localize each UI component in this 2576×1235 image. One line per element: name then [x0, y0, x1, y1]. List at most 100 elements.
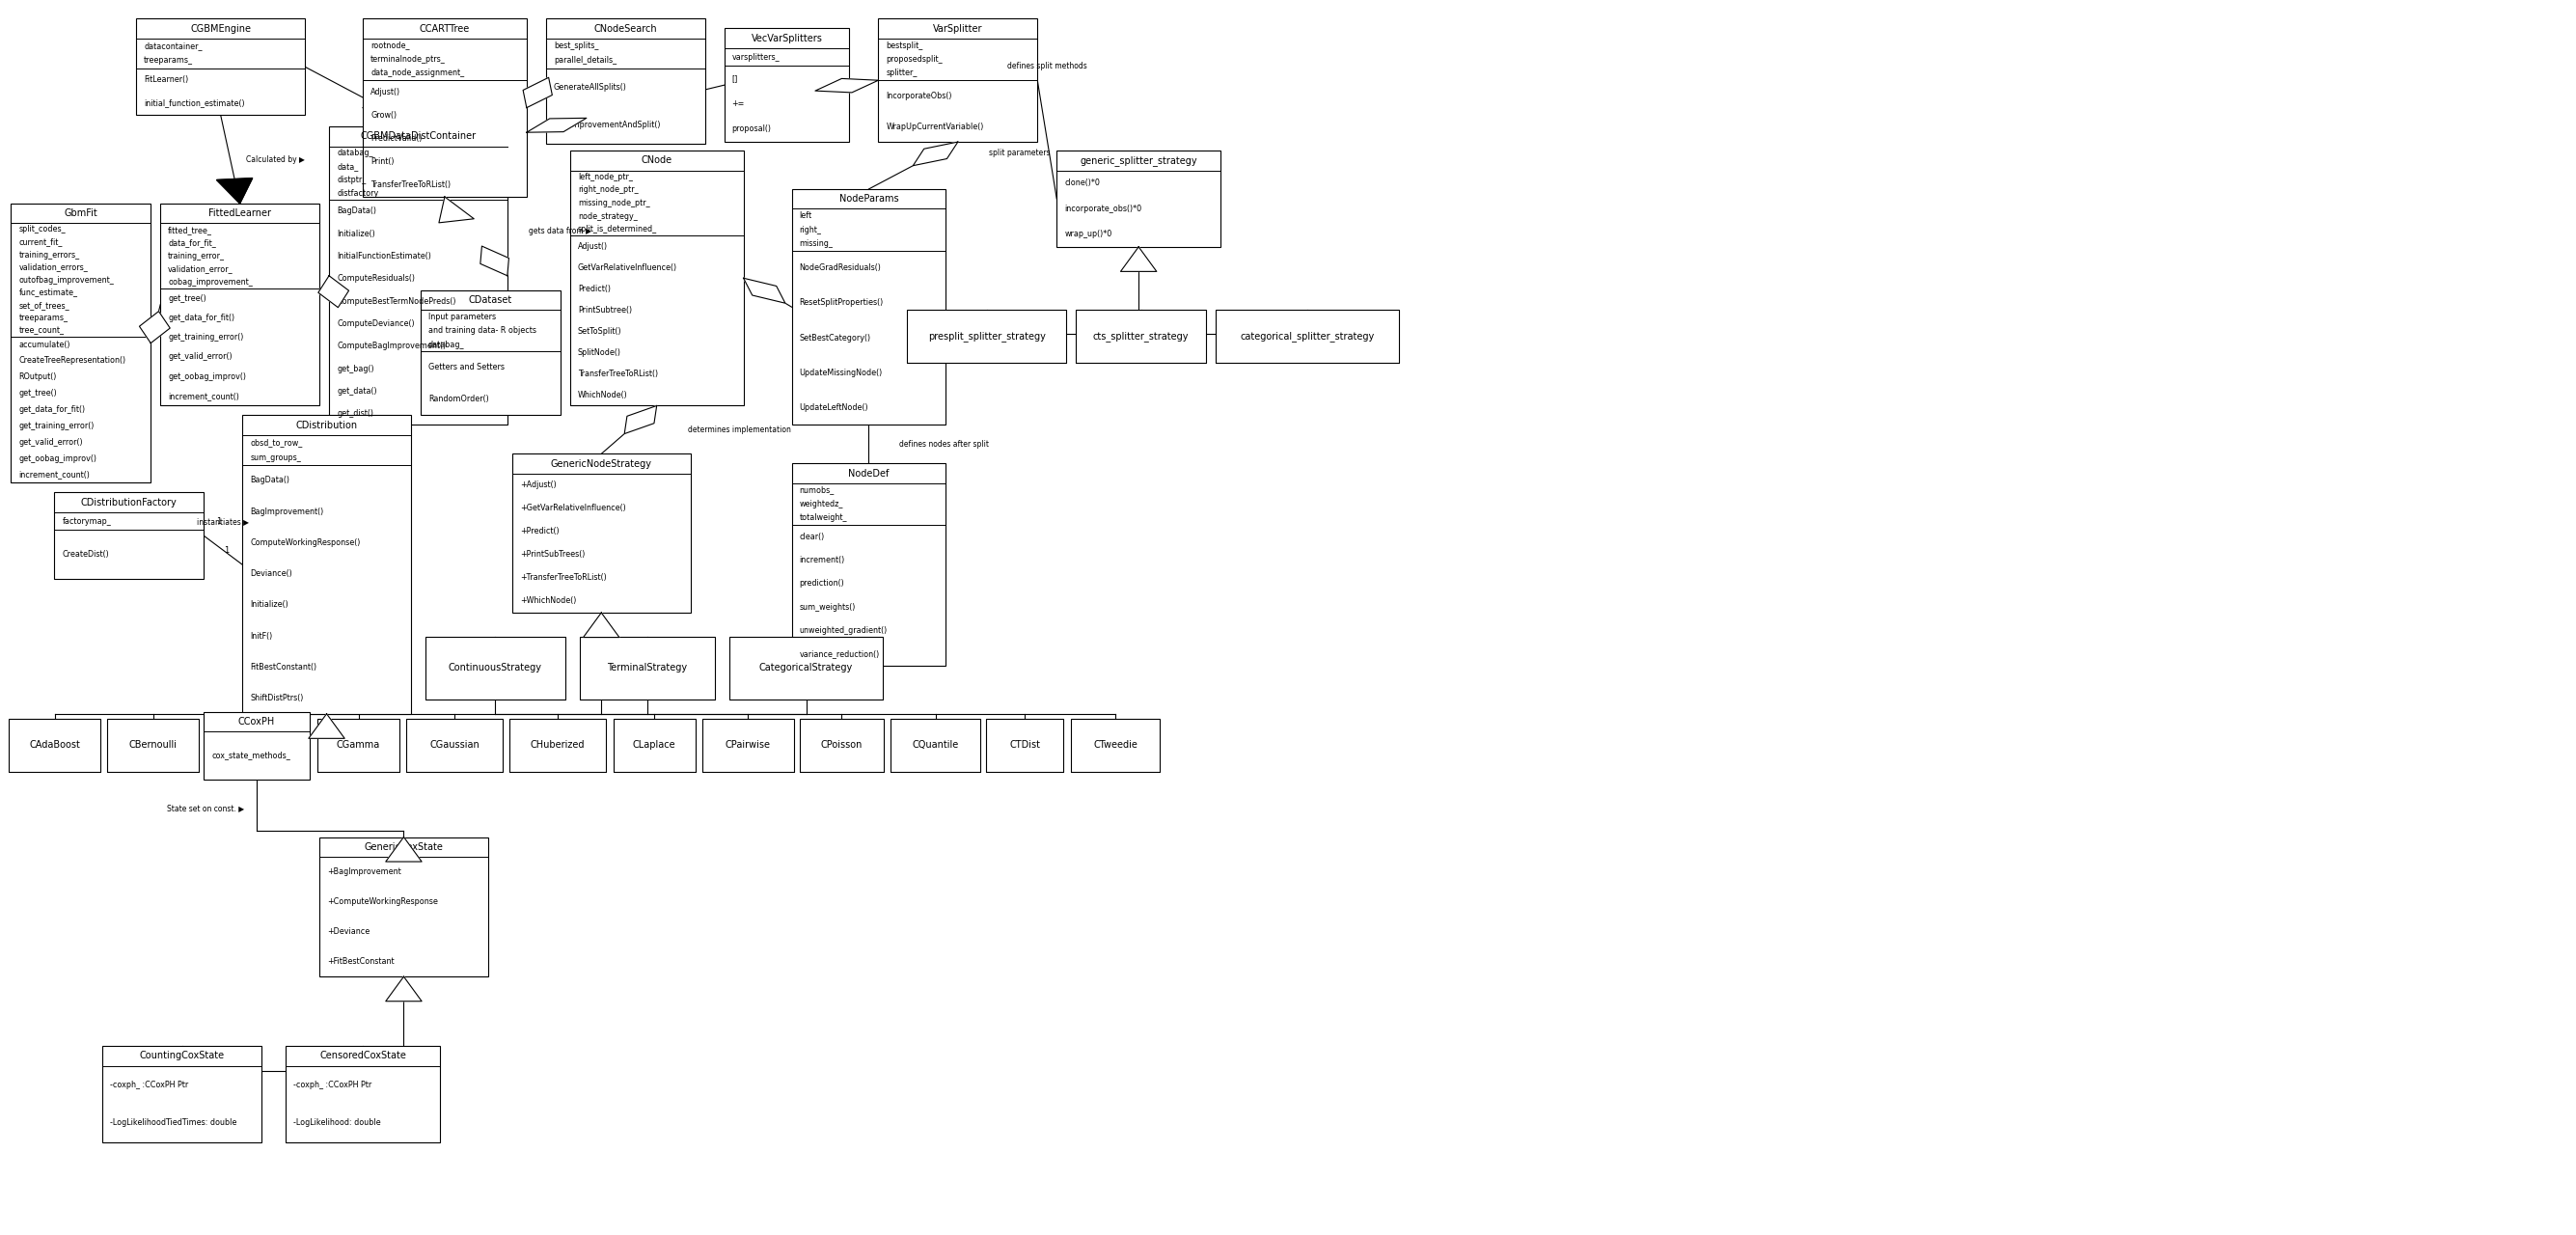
Text: CQuantile: CQuantile: [912, 740, 958, 750]
Text: -coxph_ :CCoxPH Ptr: -coxph_ :CCoxPH Ptr: [111, 1081, 188, 1089]
Text: determines implementation: determines implementation: [688, 425, 791, 435]
Text: UpdateMissingNode(): UpdateMissingNode(): [799, 368, 884, 377]
Text: Initialize(): Initialize(): [250, 600, 289, 609]
Text: CCoxPH: CCoxPH: [240, 716, 276, 726]
Text: Deviance(): Deviance(): [250, 569, 291, 578]
Text: gets data from ▶: gets data from ▶: [528, 227, 592, 236]
Text: outofbag_improvement_: outofbag_improvement_: [18, 275, 113, 284]
Text: FitBestConstant(): FitBestConstant(): [250, 663, 317, 672]
Text: clone()*0: clone()*0: [1064, 179, 1100, 188]
Polygon shape: [623, 405, 657, 433]
Text: missing_: missing_: [799, 240, 832, 248]
Text: Input parameters: Input parameters: [428, 312, 497, 321]
Text: unweighted_gradient(): unweighted_gradient(): [799, 626, 886, 635]
Polygon shape: [386, 977, 422, 1002]
Polygon shape: [479, 246, 510, 275]
Text: +WhichNode(): +WhichNode(): [520, 597, 577, 605]
Text: CDistributionFactory: CDistributionFactory: [80, 498, 178, 508]
Text: databag_: databag_: [428, 341, 464, 350]
Text: func_estimate_: func_estimate_: [18, 288, 77, 296]
Bar: [513, 453, 690, 613]
Text: Print(): Print(): [371, 157, 394, 167]
Text: GenericCoxState: GenericCoxState: [363, 842, 443, 852]
Bar: [791, 189, 945, 425]
Text: rootnode_: rootnode_: [371, 41, 410, 49]
Text: sum_weights(): sum_weights(): [799, 603, 855, 611]
Text: proposal(): proposal(): [732, 125, 770, 133]
Text: obsd_to_row_: obsd_to_row_: [250, 438, 301, 447]
Polygon shape: [309, 714, 345, 739]
Text: get_tree(): get_tree(): [18, 389, 57, 398]
Text: instantiates ▶: instantiates ▶: [196, 517, 250, 526]
Text: CNode: CNode: [641, 156, 672, 165]
Text: get_training_error(): get_training_error(): [18, 421, 95, 430]
Text: CreateTreeRepresentation(): CreateTreeRepresentation(): [18, 357, 126, 366]
Bar: [613, 719, 696, 772]
Text: distptr_: distptr_: [337, 175, 366, 184]
Text: CDataset: CDataset: [469, 295, 513, 305]
Text: oobag_improvement_: oobag_improvement_: [167, 278, 252, 287]
Text: -coxph_ :CCoxPH Ptr: -coxph_ :CCoxPH Ptr: [294, 1081, 371, 1089]
Text: splitter_: splitter_: [886, 69, 917, 78]
Text: ContinuousStrategy: ContinuousStrategy: [448, 663, 541, 673]
Bar: [724, 28, 850, 142]
Bar: [10, 204, 152, 483]
Text: CBernoulli: CBernoulli: [129, 740, 178, 750]
Text: databag_: databag_: [337, 148, 374, 157]
Bar: [580, 637, 714, 699]
Text: ComputeBagImprovement(): ComputeBagImprovement(): [337, 342, 446, 351]
Text: VecVarSplitters: VecVarSplitters: [752, 33, 822, 43]
Bar: [407, 719, 502, 772]
Text: BagData(): BagData(): [337, 206, 376, 215]
Text: treeparams_: treeparams_: [18, 314, 67, 322]
Text: +Deviance: +Deviance: [327, 927, 371, 936]
Text: increment_count(): increment_count(): [18, 471, 90, 479]
Bar: [1056, 151, 1221, 247]
Text: get_data_for_fit(): get_data_for_fit(): [167, 314, 234, 322]
Text: CGaussian: CGaussian: [430, 740, 479, 750]
Bar: [330, 126, 507, 425]
Text: left_node_ptr_: left_node_ptr_: [577, 173, 634, 182]
Bar: [546, 19, 706, 143]
Text: SetBestCategory(): SetBestCategory(): [799, 333, 871, 342]
Bar: [510, 719, 605, 772]
Bar: [791, 463, 945, 666]
Text: Grow(): Grow(): [371, 111, 397, 120]
Text: CNodeSearch: CNodeSearch: [592, 23, 657, 33]
Text: []: []: [732, 74, 739, 83]
Bar: [891, 719, 981, 772]
Text: GbmFit: GbmFit: [64, 209, 98, 219]
Text: +Predict(): +Predict(): [520, 527, 559, 536]
Text: datacontainer_: datacontainer_: [144, 42, 204, 51]
Text: proposedsplit_: proposedsplit_: [886, 54, 943, 64]
Text: get_data(): get_data(): [337, 387, 376, 395]
Text: defines nodes after split: defines nodes after split: [899, 440, 989, 448]
Bar: [286, 1046, 440, 1142]
Text: CGBMDataDistContainer: CGBMDataDistContainer: [361, 132, 477, 141]
Text: numobs_: numobs_: [799, 485, 835, 494]
Text: sum_groups_: sum_groups_: [250, 453, 301, 462]
Text: get_data_for_fit(): get_data_for_fit(): [18, 405, 85, 414]
Text: RandomOrder(): RandomOrder(): [428, 395, 489, 404]
Text: +PrintSubTrees(): +PrintSubTrees(): [520, 551, 585, 559]
Bar: [1077, 310, 1206, 362]
Text: data_: data_: [337, 162, 358, 170]
Text: NodeGradResiduals(): NodeGradResiduals(): [799, 263, 881, 273]
Text: validation_errors_: validation_errors_: [18, 263, 88, 272]
Text: bestsplit_: bestsplit_: [886, 41, 922, 49]
Polygon shape: [386, 837, 422, 862]
Text: presplit_splitter_strategy: presplit_splitter_strategy: [927, 331, 1046, 341]
Text: IncorporateObs(): IncorporateObs(): [886, 91, 953, 100]
Bar: [10, 719, 100, 772]
Text: CDistribution: CDistribution: [296, 420, 358, 430]
Text: Adjust(): Adjust(): [371, 88, 399, 96]
Text: +GetVarRelativeInfluence(): +GetVarRelativeInfluence(): [520, 504, 626, 513]
Text: ROutput(): ROutput(): [18, 373, 57, 382]
Text: +TransferTreeToRList(): +TransferTreeToRList(): [520, 573, 605, 582]
Text: totalweight_: totalweight_: [799, 514, 848, 522]
Text: VarSplitter: VarSplitter: [933, 23, 984, 33]
Text: +BagImprovement: +BagImprovement: [327, 867, 402, 876]
Polygon shape: [438, 196, 474, 222]
Polygon shape: [216, 178, 252, 204]
Text: CGBMEngine: CGBMEngine: [191, 23, 250, 33]
